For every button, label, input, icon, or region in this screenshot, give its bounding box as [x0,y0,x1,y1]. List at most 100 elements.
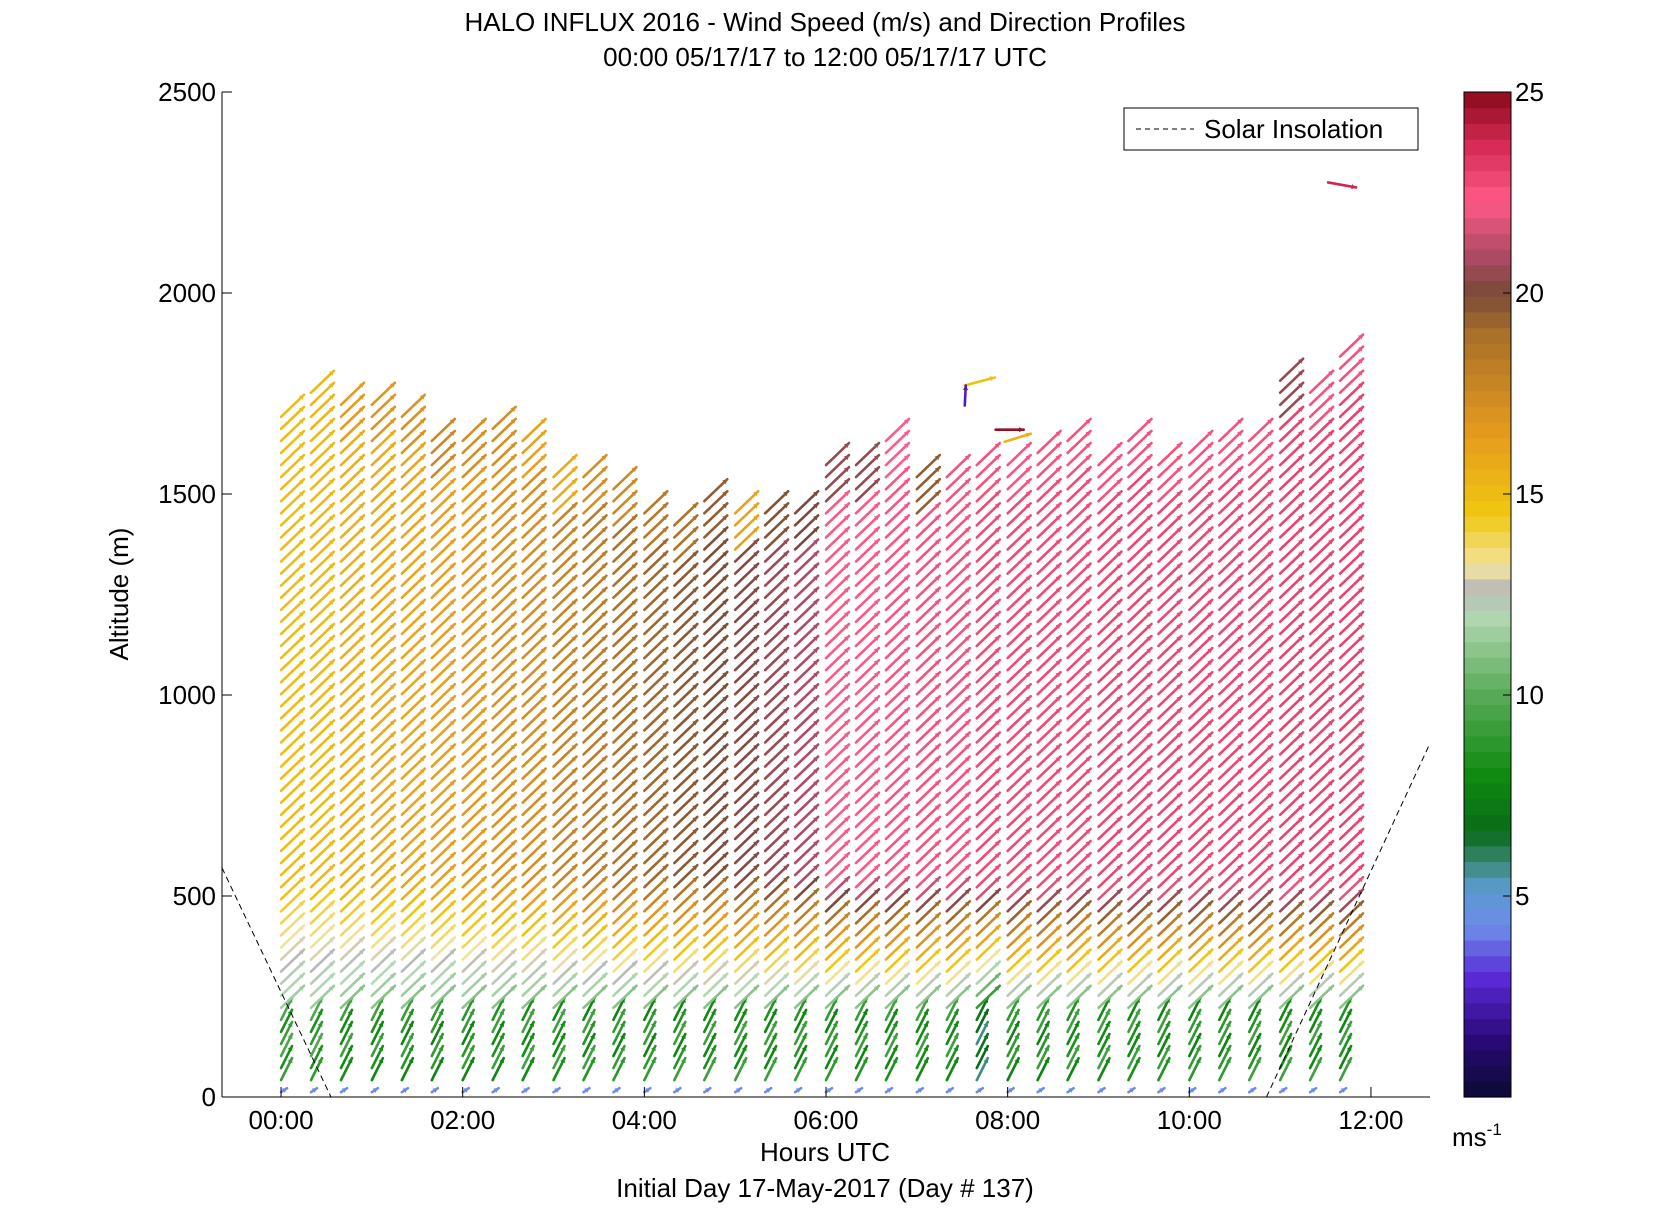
wind-vector [582,1008,596,1034]
wind-vector [612,924,638,949]
wind-vector [1247,900,1274,925]
wind-vector [793,502,820,527]
wind-vector [582,550,608,575]
wind-vector [1338,526,1365,551]
wind-vector [733,707,760,732]
wind-vector [793,634,820,660]
wind-vector [915,1008,930,1034]
wind-vector [763,767,790,792]
wind-vector [1338,514,1365,539]
wind-vector [733,695,760,720]
wind-vector [702,489,729,515]
wind-vector [552,731,578,756]
wind-vector [1097,622,1123,648]
wind-vector [521,1044,535,1070]
wind-vector [1188,1008,1202,1034]
wind-vector [339,960,366,985]
wind-vector [1097,502,1123,527]
wind-vector [461,670,487,696]
wind-vector [552,598,578,624]
wind-vector [400,1008,415,1034]
wind-vector [915,489,942,515]
wind-vector [400,839,427,865]
wind-vector [1066,839,1092,865]
wind-vector [1036,851,1062,877]
wind-vector [884,1008,899,1034]
wind-vector [339,1020,354,1046]
wind-vector [1188,887,1214,913]
colorbar-band [1464,641,1511,658]
wind-vector [582,634,608,660]
wind-vector [521,489,547,515]
wind-vector [1308,429,1335,455]
wind-vector [1217,429,1244,455]
wind-vector [1338,453,1365,479]
wind-vector [1308,767,1335,792]
wind-vector [1247,634,1274,660]
wind-vector [793,912,820,937]
wind-vector [733,960,760,985]
wind-vector [1157,538,1183,563]
wind-vector [1338,381,1365,407]
wind-vector [673,707,699,732]
wind-vector [400,538,427,563]
wind-vector [1066,803,1092,829]
wind-vector [339,803,366,829]
wind-vector [793,936,820,961]
wind-vector [1066,863,1092,889]
wind-vector [824,755,851,780]
wind-vector [279,863,306,889]
wind-vector [1247,791,1274,817]
wind-vector [582,912,608,937]
wind-vector [733,634,760,660]
wind-vector [763,526,790,551]
wind-vector [884,839,911,865]
wind-vector [975,502,1002,527]
wind-vector [1247,514,1274,539]
wind-vector [582,767,608,792]
wind-vector [400,429,427,455]
wind-vector [824,1086,834,1094]
wind-vector [824,960,851,985]
wind-vector [854,815,881,841]
wind-vector [1036,526,1062,551]
wind-vector [1006,502,1032,527]
wind-vector [945,574,972,600]
wind-vector [582,815,608,841]
wind-vector [763,924,790,949]
wind-vector [309,803,336,829]
wind-vector [370,682,397,708]
wind-vector [975,610,1002,636]
wind-vector [1247,827,1274,853]
wind-vector [430,453,457,479]
wind-vector [1308,634,1335,660]
wind-vector [1188,839,1214,865]
wind-vector [945,465,972,491]
wind-vector [945,767,972,792]
wind-vector [1338,1056,1353,1082]
wind-vector [1308,514,1335,539]
wind-vector [1217,538,1244,563]
chart-subtitle: 00:00 05/17/17 to 12:00 05/17/17 UTC [603,42,1047,72]
wind-vector [1217,912,1244,937]
wind-vector [1036,960,1062,985]
wind-vector [1157,465,1183,491]
wind-vector [1247,1044,1262,1070]
wind-vector [643,960,669,985]
wind-vector [915,682,942,708]
wind-vector [1338,863,1365,889]
wind-vector [824,634,851,660]
wind-vector [1308,779,1335,805]
wind-vector [491,417,517,443]
wind-vector [1217,731,1244,756]
wind-vector [643,924,669,949]
wind-vector [824,707,851,732]
wind-vector [945,1044,960,1070]
wind-vector [673,502,699,527]
wind-vector [1066,948,1092,973]
wind-vector [975,550,1002,575]
wind-vector [1188,1032,1202,1058]
wind-vector [521,550,547,575]
wind-vector [1127,1020,1141,1046]
